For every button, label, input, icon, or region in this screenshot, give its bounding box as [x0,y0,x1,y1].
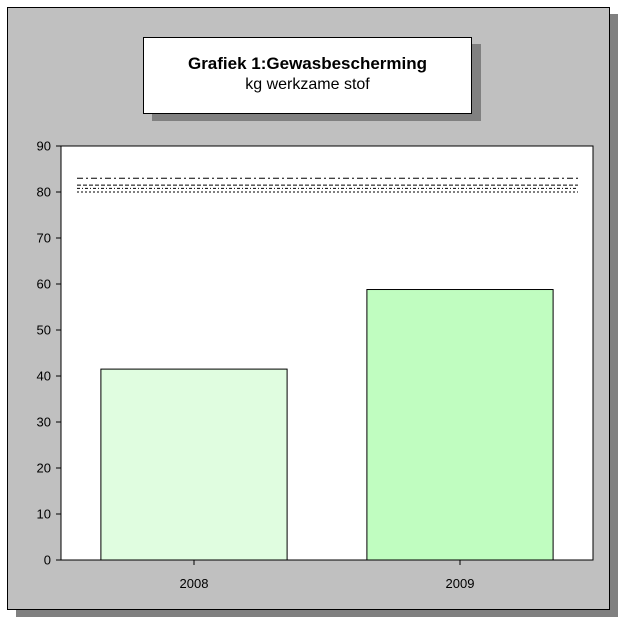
y-tick-label: 60 [37,277,51,292]
y-tick-label: 40 [37,369,51,384]
y-tick-label: 20 [37,461,51,476]
x-axis: 2008 2009 [61,559,593,591]
y-tick-label: 50 [37,323,51,338]
y-tick-label: 0 [44,553,51,568]
x-tick-label: 2008 [180,576,209,591]
y-axis: 0 10 20 30 40 50 60 70 80 90 [37,139,62,568]
reference-lines [77,177,578,193]
bars [100,289,554,561]
y-tick-label: 30 [37,415,51,430]
y-tick-label: 90 [37,139,51,154]
chart-title: Grafiek 1:Gewasbescherming [187,54,428,73]
chart-subtitle: kg werkzame stof [245,76,370,93]
y-tick-label: 10 [37,507,51,522]
y-tick-label: 80 [37,185,51,200]
x-tick-label: 2009 [446,576,475,591]
bar [366,289,554,561]
title-box: Grafiek 1:Gewasbescherming kg werkzame s… [143,37,472,114]
bar [100,368,288,561]
y-tick-label: 70 [37,231,51,246]
